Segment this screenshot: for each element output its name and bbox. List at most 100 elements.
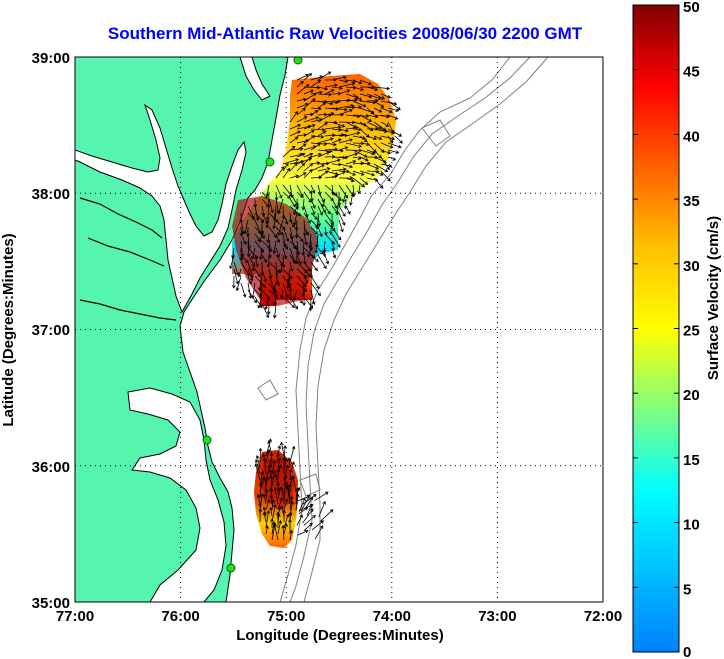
- velocity-arrow: [314, 525, 324, 540]
- velocity-arrow: [310, 198, 316, 209]
- velocity-arrow: [366, 135, 378, 141]
- velocity-arrow: [281, 254, 286, 269]
- velocity-arrow: [317, 113, 332, 123]
- velocity-arrow: [331, 198, 338, 210]
- velocity-arrow: [357, 184, 362, 195]
- velocity-arrow: [247, 289, 257, 304]
- velocity-arrow: [324, 83, 338, 88]
- velocity-arrow: [338, 219, 344, 233]
- velocity-arrow: [268, 198, 274, 214]
- velocity-arrow: [345, 105, 355, 110]
- velocity-arrow: [301, 282, 306, 297]
- velocity-arrow: [308, 296, 313, 312]
- velocity-arrow: [275, 275, 281, 287]
- velocity-arrow: [338, 205, 346, 217]
- velocity-arrow: [272, 303, 277, 319]
- velocity-arrow: [331, 226, 342, 241]
- velocity-arrow: [282, 490, 287, 505]
- velocity-arrow: [275, 247, 281, 258]
- velocity-arrow: [257, 296, 263, 309]
- velocity-arrow: [289, 219, 295, 228]
- velocity-arrow: [317, 86, 329, 91]
- velocity-arrow: [256, 493, 261, 505]
- velocity-arrow: [288, 468, 293, 481]
- velocity-arrow: [345, 121, 357, 128]
- velocity-arrow: [352, 105, 362, 110]
- velocity-arrow: [301, 198, 306, 211]
- velocity-arrow: [303, 89, 314, 95]
- velocity-arrow: [345, 98, 358, 102]
- velocity-arrow: [282, 212, 289, 225]
- velocity-arrow: [331, 205, 339, 214]
- velocity-arrow: [338, 184, 349, 199]
- velocity-arrow: [270, 518, 274, 529]
- velocity-arrow: [380, 163, 393, 168]
- velocity-arrow: [352, 184, 356, 197]
- velocity-arrow: [296, 296, 304, 304]
- colorbar-gradient: [632, 4, 680, 653]
- velocity-arrow: [314, 491, 329, 502]
- velocity-arrow: [292, 289, 298, 302]
- velocity-arrow: [306, 504, 313, 516]
- velocity-arrow: [338, 79, 349, 84]
- velocity-arrow: [303, 98, 316, 109]
- velocity-arrow: [310, 254, 319, 263]
- velocity-arrow: [251, 247, 256, 260]
- velocity-arrow: [247, 275, 252, 285]
- velocity-arrow: [296, 172, 307, 179]
- velocity-arrow: [345, 205, 351, 215]
- velocity-arrow: [294, 226, 299, 239]
- velocity-arrow: [331, 247, 337, 259]
- velocity-arrow: [282, 240, 289, 250]
- velocity-arrow: [303, 116, 320, 123]
- velocity-arrow: [269, 506, 273, 517]
- velocity-arrow: [380, 156, 390, 171]
- velocity-arrow: [310, 205, 316, 216]
- plot-area: [74, 56, 604, 603]
- velocity-arrow: [310, 184, 316, 194]
- velocity-arrow: [366, 155, 379, 160]
- velocity-arrow: [289, 445, 296, 463]
- velocity-arrow: [373, 86, 391, 91]
- x-tick-label: 73:00: [478, 608, 516, 625]
- velocity-arrow: [324, 142, 337, 147]
- velocity-arrow: [275, 233, 281, 244]
- velocity-arrow: [324, 254, 330, 265]
- velocity-arrow: [352, 93, 363, 101]
- velocity-arrow: [276, 511, 280, 528]
- colorbar-tick-label: 30: [683, 258, 700, 275]
- velocity-arrow: [380, 107, 393, 114]
- velocity-arrow: [311, 520, 324, 531]
- velocity-arrow: [303, 191, 312, 203]
- velocity-arrow: [317, 226, 323, 238]
- velocity-arrow: [268, 469, 273, 481]
- velocity-arrow: [317, 122, 328, 130]
- velocity-arrow: [254, 254, 259, 268]
- velocity-arrow: [272, 240, 277, 255]
- velocity-arrow: [243, 219, 249, 235]
- velocity-arrow: [322, 247, 327, 257]
- colorbar-tick-label: 20: [683, 387, 700, 404]
- velocity-arrow: [314, 240, 319, 254]
- velocity-arrow: [331, 138, 342, 144]
- velocity-arrow: [295, 493, 300, 511]
- velocity-arrow: [247, 268, 254, 282]
- velocity-arrow: [289, 254, 296, 264]
- velocity-arrow: [303, 522, 313, 531]
- velocity-arrow: [373, 177, 384, 189]
- velocity-arrow: [373, 100, 385, 108]
- velocity-arrow: [273, 523, 279, 541]
- velocity-arrow: [317, 92, 332, 97]
- velocity-arrow: [345, 170, 356, 176]
- velocity-arrow: [280, 289, 284, 299]
- velocity-arrow: [352, 156, 362, 160]
- velocity-arrow: [310, 275, 320, 290]
- velocity-arrow: [366, 149, 376, 154]
- velocity-arrow: [282, 226, 290, 243]
- velocity-arrow: [345, 152, 359, 158]
- velocity-arrow: [352, 100, 367, 108]
- velocity-arrow: [265, 510, 271, 529]
- velocity-arrow: [338, 82, 356, 88]
- velocity-arrow: [331, 107, 348, 112]
